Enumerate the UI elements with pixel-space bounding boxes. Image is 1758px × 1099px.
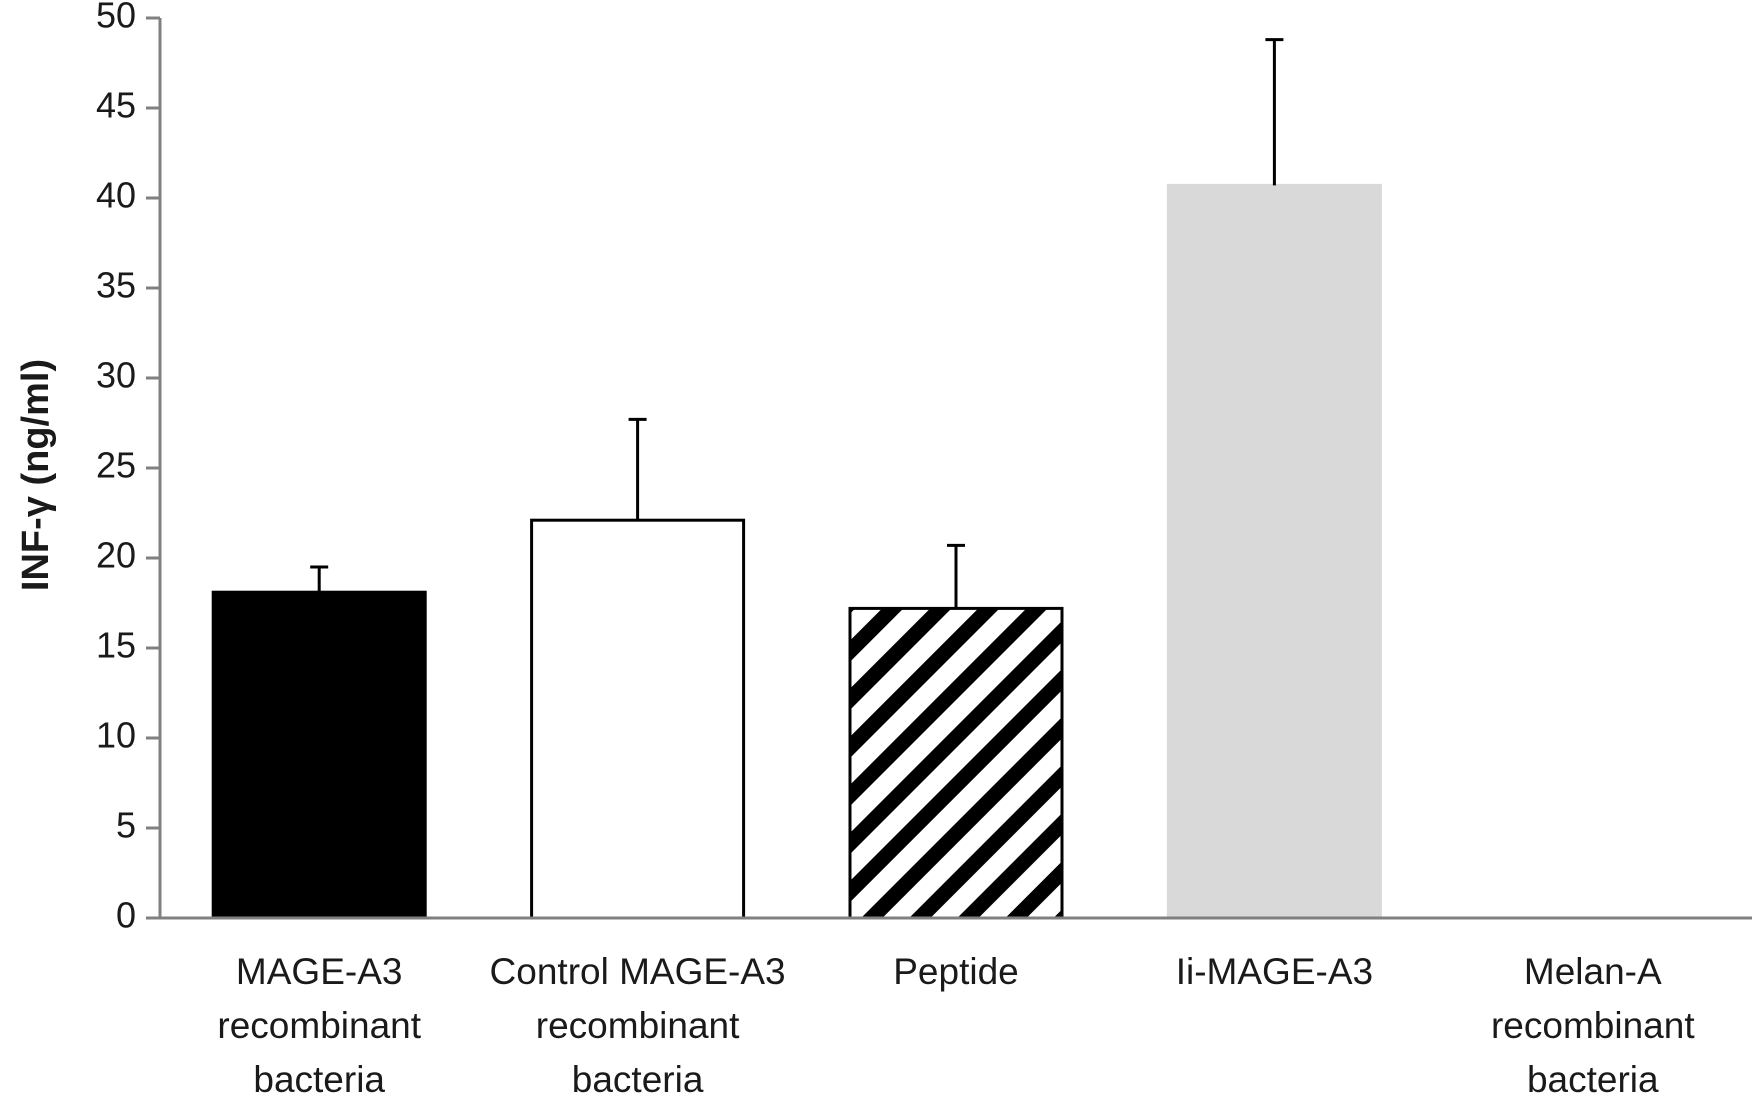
bar [211, 590, 427, 920]
x-category-label-line: bacteria [1527, 1059, 1659, 1099]
x-category-label-line: Ii-MAGE-A3 [1176, 951, 1373, 992]
x-category-label: Melan-A recombinant bacteria [1491, 951, 1695, 1099]
x-category-label: Peptide [893, 951, 1019, 992]
y-axis-ticks: 0 5 10 15 20 25 30 35 40 45 50 [96, 0, 160, 936]
bar [848, 606, 1064, 920]
x-category-label-line: Control MAGE-A3 [490, 951, 786, 992]
y-tick-label: 40 [96, 175, 136, 216]
y-tick-label: 30 [96, 355, 136, 396]
bar [1166, 183, 1382, 920]
y-tick-label: 45 [96, 85, 136, 126]
x-category-label-line: bacteria [253, 1059, 385, 1099]
y-tick-label: 50 [96, 0, 136, 36]
x-category-label-line: recombinant [1491, 1005, 1695, 1046]
bars [211, 183, 1382, 920]
y-tick-label: 25 [96, 445, 136, 486]
x-category-label-line: Peptide [893, 951, 1019, 992]
error-bars [310, 38, 1284, 609]
y-axis-title-group: INF-γ (ng/ml) [15, 359, 57, 591]
x-category-label-line: recombinant [217, 1005, 421, 1046]
y-tick-label: 20 [96, 535, 136, 576]
axes [158, 18, 1752, 920]
x-category-label-line: recombinant [536, 1005, 740, 1046]
x-category-label: Ii-MAGE-A3 [1176, 951, 1373, 992]
y-tick-label: 35 [96, 265, 136, 306]
x-category-label: MAGE-A3 recombinant bacteria [217, 951, 421, 1099]
y-tick-label: 15 [96, 625, 136, 666]
y-tick-label: 5 [116, 805, 136, 846]
y-tick-label: 0 [116, 895, 136, 936]
x-category-label-line: Melan-A [1524, 951, 1662, 992]
x-category-label-line: MAGE-A3 [236, 951, 403, 992]
x-category-label: Control MAGE-A3 recombinant bacteria [490, 951, 786, 1099]
y-axis-title: INF-γ (ng/ml) [15, 359, 57, 591]
bar [530, 518, 746, 920]
y-tick-label: 10 [96, 715, 136, 756]
x-category-label-line: bacteria [572, 1059, 704, 1099]
